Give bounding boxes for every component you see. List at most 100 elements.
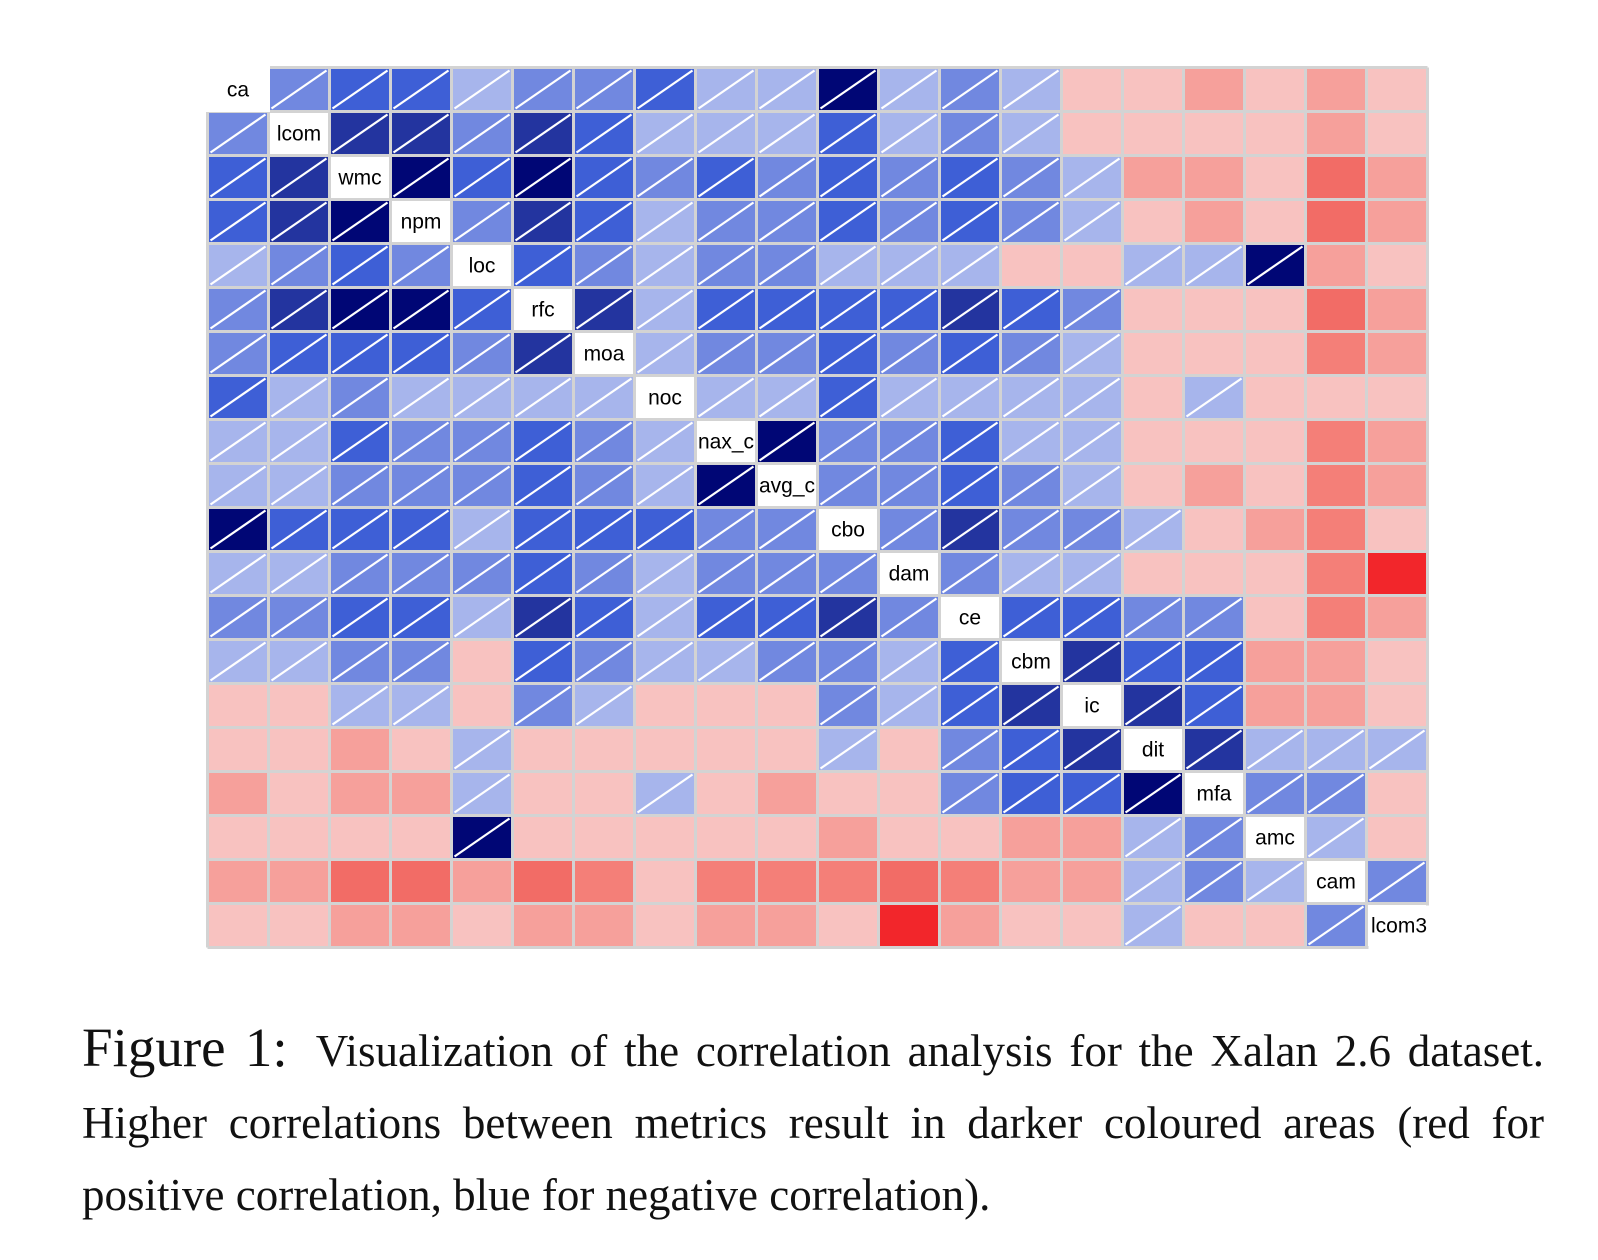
negative-slash bbox=[1124, 685, 1182, 726]
negative-slash bbox=[392, 553, 450, 594]
negative-slash bbox=[758, 201, 816, 242]
cell-positive bbox=[390, 771, 452, 816]
negative-slash bbox=[209, 113, 267, 154]
cell-positive bbox=[207, 815, 269, 860]
negative-slash bbox=[270, 421, 328, 462]
negative-slash bbox=[209, 641, 267, 682]
negative-slash bbox=[392, 245, 450, 286]
negative-slash bbox=[697, 245, 755, 286]
negative-slash bbox=[514, 377, 572, 418]
cell-positive bbox=[695, 903, 757, 948]
cell-positive bbox=[817, 859, 879, 904]
cell-positive bbox=[1366, 155, 1428, 200]
cell-positive bbox=[1122, 111, 1184, 156]
negative-slash bbox=[331, 685, 389, 726]
cell-positive bbox=[878, 859, 940, 904]
negative-slash bbox=[758, 421, 816, 462]
negative-slash bbox=[819, 421, 877, 462]
negative-slash bbox=[575, 509, 633, 550]
negative-slash bbox=[636, 201, 694, 242]
negative-slash bbox=[1063, 465, 1121, 506]
negative-slash bbox=[1185, 245, 1243, 286]
negative-slash bbox=[697, 157, 755, 198]
negative-slash bbox=[1063, 641, 1121, 682]
negative-slash bbox=[1124, 641, 1182, 682]
cell-positive bbox=[1061, 903, 1123, 948]
cell-positive bbox=[390, 859, 452, 904]
negative-slash bbox=[331, 113, 389, 154]
negative-slash bbox=[575, 113, 633, 154]
negative-slash bbox=[1185, 861, 1243, 902]
corner-cover-top bbox=[200, 60, 270, 112]
negative-slash bbox=[575, 245, 633, 286]
negative-slash bbox=[575, 157, 633, 198]
negative-slash bbox=[1002, 729, 1060, 770]
cell-positive bbox=[1366, 331, 1428, 376]
diagonal-cell bbox=[634, 375, 696, 420]
cell-positive bbox=[1366, 419, 1428, 464]
negative-slash bbox=[1002, 333, 1060, 374]
negative-slash bbox=[636, 641, 694, 682]
negative-slash bbox=[1124, 773, 1182, 814]
negative-slash bbox=[636, 773, 694, 814]
negative-slash bbox=[270, 245, 328, 286]
negative-slash bbox=[453, 597, 511, 638]
negative-slash bbox=[575, 421, 633, 462]
cell-positive bbox=[329, 815, 391, 860]
negative-slash bbox=[575, 201, 633, 242]
negative-slash bbox=[636, 553, 694, 594]
caption-text: Visualization of the correlation analysi… bbox=[82, 1026, 1544, 1220]
negative-slash bbox=[1124, 905, 1182, 946]
negative-slash bbox=[514, 421, 572, 462]
negative-slash bbox=[636, 465, 694, 506]
variable-label: dit bbox=[1142, 739, 1164, 762]
variable-label: cbo bbox=[831, 519, 865, 542]
cell-positive bbox=[1183, 551, 1245, 596]
negative-slash bbox=[270, 289, 328, 330]
variable-label: loc bbox=[469, 255, 496, 278]
cell-positive bbox=[1305, 507, 1367, 552]
diagonal-cell bbox=[878, 551, 940, 596]
cell-positive bbox=[390, 727, 452, 772]
negative-slash bbox=[270, 509, 328, 550]
diagonal-cell bbox=[573, 331, 635, 376]
cell-positive bbox=[1183, 199, 1245, 244]
negative-slash bbox=[270, 641, 328, 682]
negative-slash bbox=[941, 69, 999, 110]
negative-slash bbox=[331, 509, 389, 550]
cell-positive bbox=[1061, 243, 1123, 288]
diagonal-cell bbox=[817, 507, 879, 552]
cell-positive bbox=[756, 771, 818, 816]
negative-slash bbox=[453, 729, 511, 770]
negative-slash bbox=[758, 289, 816, 330]
negative-slash bbox=[1002, 289, 1060, 330]
negative-slash bbox=[1002, 377, 1060, 418]
negative-slash bbox=[270, 597, 328, 638]
negative-slash bbox=[209, 509, 267, 550]
cell-positive bbox=[1366, 243, 1428, 288]
negative-slash bbox=[1307, 729, 1365, 770]
negative-slash bbox=[880, 597, 938, 638]
negative-slash bbox=[1124, 861, 1182, 902]
cell-positive bbox=[695, 727, 757, 772]
variable-label: rfc bbox=[531, 299, 554, 322]
variable-label: mfa bbox=[1196, 783, 1231, 806]
variable-label: ca bbox=[227, 79, 250, 102]
negative-slash bbox=[514, 509, 572, 550]
diagonal-cell bbox=[512, 287, 574, 332]
cell-positive bbox=[1122, 287, 1184, 332]
cell-positive bbox=[329, 727, 391, 772]
negative-slash bbox=[880, 157, 938, 198]
negative-slash bbox=[1368, 861, 1426, 902]
cell-positive bbox=[268, 683, 330, 728]
cell-positive bbox=[878, 815, 940, 860]
negative-slash bbox=[1002, 157, 1060, 198]
cell-positive bbox=[1000, 243, 1062, 288]
cell-positive bbox=[268, 903, 330, 948]
negative-slash bbox=[1307, 905, 1365, 946]
negative-slash bbox=[880, 245, 938, 286]
diagonal-cell bbox=[390, 199, 452, 244]
negative-slash bbox=[758, 509, 816, 550]
negative-slash bbox=[941, 465, 999, 506]
